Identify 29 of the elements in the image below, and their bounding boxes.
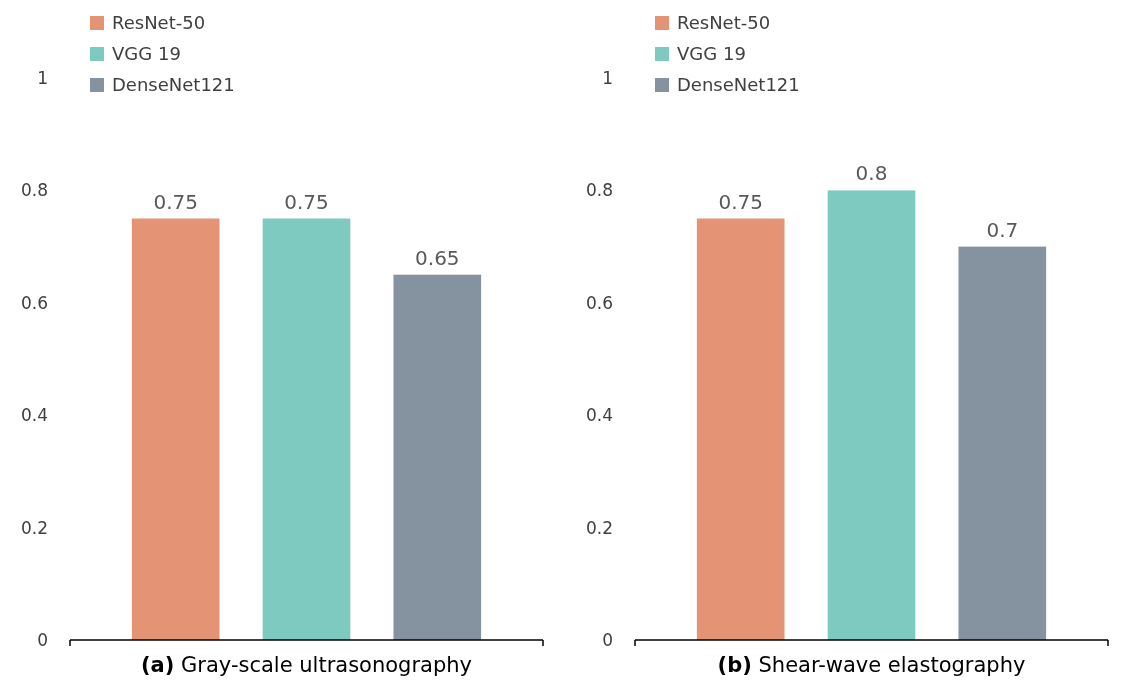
data-label: 0.7 xyxy=(986,217,1019,242)
data-label: 0.75 xyxy=(153,189,198,214)
y-tick-label: 0 xyxy=(37,629,48,650)
bar xyxy=(696,218,785,640)
y-tick-label: 0.2 xyxy=(585,517,613,538)
x-axis-title: (b) Shear-wave elastography xyxy=(717,653,1026,677)
x-axis-title: (a) Gray-scale ultrasonography xyxy=(141,653,472,677)
legend-label: DenseNet121 xyxy=(677,74,800,96)
data-label: 0.8 xyxy=(855,161,888,186)
y-tick-label: 0.6 xyxy=(585,292,613,313)
data-label: 0.65 xyxy=(415,245,460,270)
bar xyxy=(958,246,1047,640)
data-label: 0.75 xyxy=(284,189,329,214)
y-tick-label: 0.8 xyxy=(20,180,48,201)
y-tick-label: 0.6 xyxy=(20,292,48,313)
y-tick-label: 0.4 xyxy=(585,405,613,426)
bar xyxy=(827,190,916,640)
legend-label: ResNet-50 xyxy=(677,12,771,34)
legend-label: DenseNet121 xyxy=(112,74,235,96)
y-tick-label: 0.4 xyxy=(20,405,48,426)
y-tick-label: 1 xyxy=(602,67,613,88)
legend-label: VGG 19 xyxy=(677,43,746,65)
y-tick-label: 1 xyxy=(37,67,48,88)
data-label: 0.75 xyxy=(718,189,763,214)
legend-label: ResNet-50 xyxy=(112,12,206,34)
y-tick-label: 0 xyxy=(602,629,613,650)
y-tick-label: 0.2 xyxy=(20,517,48,538)
legend-label: VGG 19 xyxy=(112,43,181,65)
y-tick-label: 0.8 xyxy=(585,180,613,201)
